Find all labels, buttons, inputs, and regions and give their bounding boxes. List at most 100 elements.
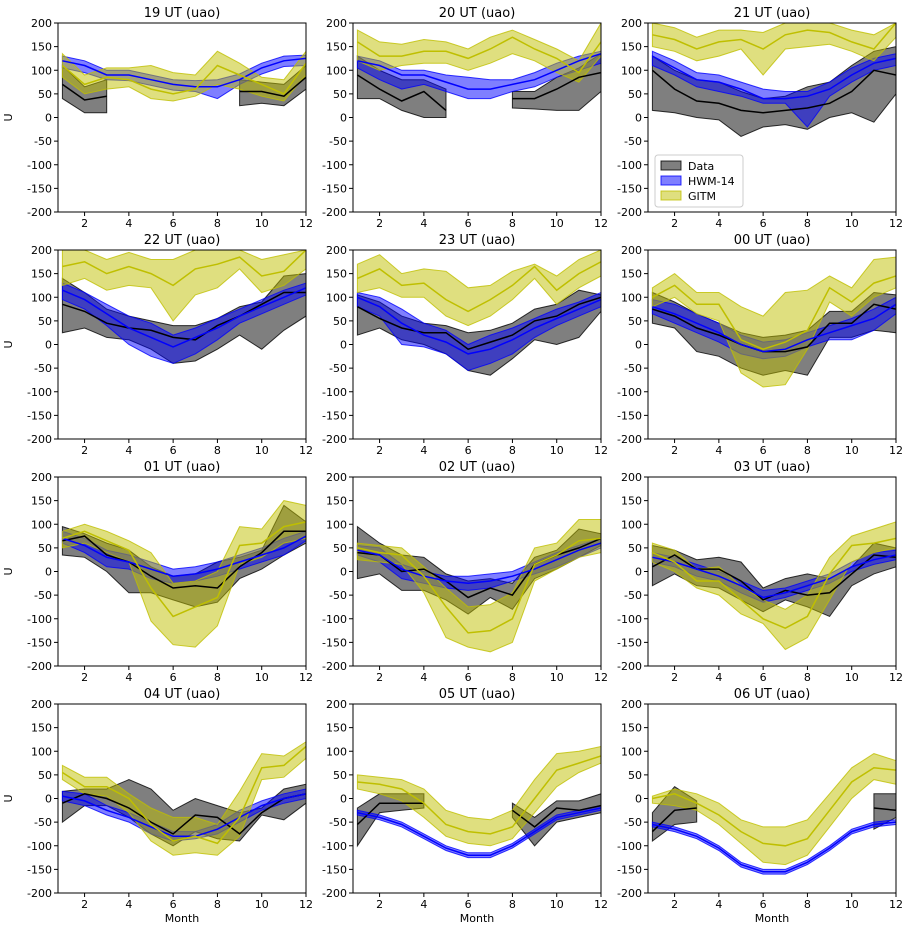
y-tick-label: 200 [326,698,347,711]
x-tick-label: 4 [420,671,427,684]
y-tick-label: 50 [628,88,642,101]
x-tick-label: 4 [125,671,132,684]
x-tick-label: 2 [376,671,383,684]
band-gitm-0 [61,50,306,102]
y-tick-label: -50 [34,589,52,602]
line-data-0 [652,303,896,353]
y-tick-label: -150 [322,182,347,195]
x-tick-label: 6 [760,671,767,684]
x-tick-label: 2 [81,217,88,230]
y-tick-label: -50 [329,135,347,148]
y-tick-label: -150 [27,636,52,649]
y-tick-label: 0 [45,112,52,125]
panel-6: 2 4 6 8 10 12 -200 -150 -100 -50 0 50 100 150 200 00 UT… [617,233,903,457]
panel-title: 23 UT (uao) [439,233,516,248]
y-tick-label: -150 [27,863,52,876]
y-tick-label: 0 [340,566,347,579]
y-tick-label: 100 [31,64,52,77]
panel-1: 2 4 6 8 10 12 -200 -150 -100 -50 0 50 100 150 200 19 UT… [2,6,313,230]
line-hwm-14-0 [652,821,896,873]
y-tick-label: 0 [45,793,52,806]
plot-area [61,250,306,364]
x-tick-label: 2 [671,217,678,230]
band-hwm-14-0 [61,282,306,364]
y-tick-label: -150 [322,409,347,422]
legend-label-hwm-14: HWM-14 [688,175,735,188]
y-tick-label: -100 [322,159,347,172]
y-tick-label: -150 [617,863,642,876]
panel-title: 02 UT (uao) [439,460,516,475]
line-data-0 [357,537,601,599]
x-tick-label: 8 [214,898,221,911]
y-tick-label: -200 [27,660,52,673]
panel-11: 2 4 6 8 10 12 -200 -150 -100 -50 0 50 100 150 200 05 UT… [322,687,608,925]
band-gitm-0 [356,23,601,83]
x-tick-label: 8 [804,671,811,684]
y-tick-label: 0 [340,112,347,125]
y-tick-label: 0 [635,339,642,352]
x-tick-label: 2 [671,671,678,684]
y-tick-label: -50 [624,816,642,829]
y-tick-label: -200 [617,433,642,446]
line-data-1 [873,807,896,812]
x-tick-label: 4 [420,217,427,230]
line-gitm-0 [61,62,306,95]
line-data-0 [651,69,896,114]
x-tick-label: 10 [845,444,859,457]
legend: Data HWM-14 GITM [654,154,744,208]
y-tick-label: 150 [621,268,642,281]
panel-5: 2 4 6 8 10 12 -200 -150 -100 -50 0 50 100 150 200 23 UT… [322,233,608,457]
panel-3: 2 4 6 8 10 12 -200 -150 -100 -50 0 50 100 150 200 21 UT… [617,6,903,230]
x-tick-label: 2 [671,444,678,457]
plot-area [651,753,896,875]
panel-7: 2 4 6 8 10 12 -200 -150 -100 -50 0 50 100 150 200 01 UT… [2,460,313,684]
line-hwm-14-0 [62,287,306,348]
x-tick-label: 4 [125,217,132,230]
x-tick-label: 12 [889,444,903,457]
y-tick-label: -100 [322,840,347,853]
y-tick-label: 50 [628,542,642,555]
plot-area [61,741,306,856]
x-tick-label: 10 [845,898,859,911]
y-tick-label: 150 [326,41,347,54]
x-tick-label: 2 [376,898,383,911]
x-tick-label: 2 [671,898,678,911]
band-gitm-0 [651,23,896,76]
y-tick-label: 200 [31,698,52,711]
x-tick-label: 10 [255,898,269,911]
axes-frame [57,22,307,213]
y-tick-label: -100 [617,159,642,172]
y-tick-label: 0 [340,339,347,352]
y-tick-label: 50 [333,88,347,101]
y-tick-label: -100 [27,613,52,626]
y-tick-label: 200 [326,471,347,484]
x-tick-label: 12 [594,217,608,230]
panel-10: 2 4 6 8 10 12 -200 -150 -100 -50 0 50 100 150 200 04 UT… [2,687,313,925]
line-data-0 [356,802,424,826]
line-hwm-14-0 [652,303,896,353]
y-tick-label: -50 [329,589,347,602]
y-tick-label: -200 [322,887,347,900]
x-tick-label: 8 [509,444,516,457]
line-hwm-14-0 [62,793,306,838]
band-gitm-0 [356,745,601,847]
y-tick-label: -200 [27,887,52,900]
x-tick-label: 4 [715,898,722,911]
x-tick-label: 10 [550,217,564,230]
legend-swatch-data [660,160,682,171]
y-tick-label: 100 [621,745,642,758]
x-tick-label: 2 [81,898,88,911]
plot-area [61,500,306,648]
y-tick-label: 50 [333,315,347,328]
x-axis-label: Month [460,912,495,925]
panel-title: 21 UT (uao) [734,6,811,21]
x-tick-label: 8 [214,444,221,457]
x-tick-label: 6 [465,898,472,911]
line-gitm-0 [357,537,601,634]
y-tick-label: -50 [624,362,642,375]
x-tick-label: 6 [170,898,177,911]
x-tick-label: 12 [299,444,313,457]
y-tick-label: 200 [621,698,642,711]
x-tick-label: 12 [889,898,903,911]
y-tick-label: 100 [621,64,642,77]
